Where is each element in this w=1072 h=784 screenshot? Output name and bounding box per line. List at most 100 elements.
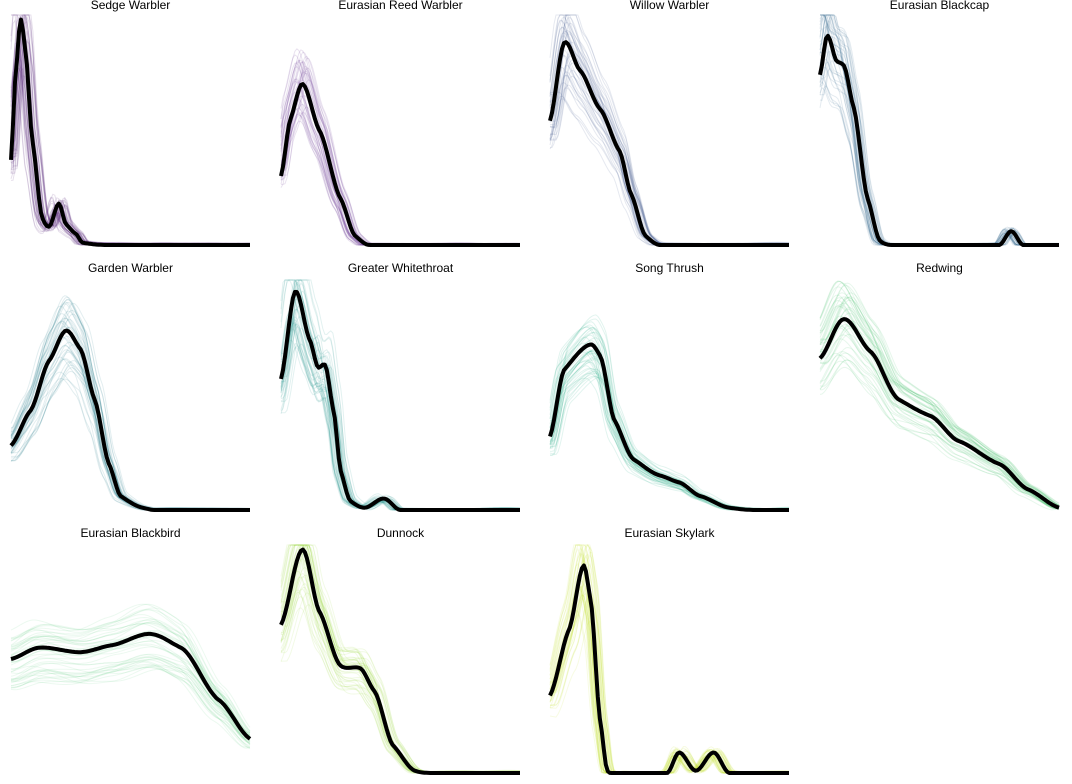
replicate-line	[10, 71, 250, 246]
replicate-line	[819, 294, 1060, 508]
replicate-line	[281, 279, 520, 511]
panel-eurasian-reed-warbler: Eurasian Reed Warbler	[279, 0, 521, 247]
replicate-line	[819, 354, 1060, 507]
replicate-line	[11, 607, 251, 728]
replicate-line	[820, 307, 1060, 506]
replicate-line	[280, 319, 520, 511]
replicate-line	[10, 317, 250, 511]
replicate-line	[11, 361, 251, 511]
replicate-line	[549, 372, 789, 511]
replicate-line	[549, 66, 789, 246]
replicate-line	[819, 305, 1060, 507]
replicate-line	[10, 317, 250, 511]
replicate-line	[819, 297, 1060, 509]
panel-title: Eurasian Blackcap	[890, 0, 990, 12]
main-density-line	[818, 33, 1059, 247]
main-density-line	[10, 631, 252, 741]
replicate-line	[10, 644, 251, 741]
main-density-line	[9, 328, 250, 512]
panel-eurasian-blackbird: Eurasian Blackbird	[10, 526, 252, 749]
replicate-line	[10, 665, 251, 749]
main-density-line	[548, 563, 789, 775]
replicate-line	[819, 323, 1059, 509]
replicate-line	[550, 16, 789, 246]
replicate-line	[820, 299, 1060, 506]
panel-title: Willow Warbler	[630, 0, 710, 12]
replicate-line	[819, 282, 1060, 509]
replicate-line	[819, 284, 1060, 507]
replicate-line	[10, 67, 250, 246]
replicate-line	[10, 622, 251, 732]
panel-eurasian-blackcap: Eurasian Blackcap	[818, 0, 1060, 247]
replicate-line	[819, 359, 1060, 510]
replicate-line	[549, 376, 790, 511]
replicate-line	[280, 308, 521, 511]
replicate-line	[10, 640, 251, 732]
replicate-line	[10, 64, 250, 246]
panel-title: Song Thrush	[635, 261, 704, 275]
replicate-line	[10, 662, 251, 743]
replicate-line	[819, 296, 1060, 506]
replicate-line	[10, 622, 251, 737]
replicate-line	[10, 325, 250, 511]
replicate-line	[11, 618, 251, 736]
replicate-line	[10, 661, 251, 749]
replicate-line	[819, 320, 1060, 504]
replicate-line	[820, 308, 1060, 507]
panel-greater-whitethroat: Greater Whitethroat	[279, 261, 521, 512]
replicate-line	[10, 659, 250, 749]
replicate-line	[11, 656, 251, 745]
replicate-line	[10, 62, 251, 246]
replicate-line	[549, 360, 789, 511]
replicate-line	[10, 330, 250, 511]
replicate-line	[549, 375, 790, 511]
replicate-line	[549, 365, 789, 511]
replicate-line	[10, 622, 251, 739]
replicate-line	[280, 293, 520, 511]
panel-dunnock: Dunnock	[279, 526, 521, 775]
replicate-line	[549, 613, 789, 774]
replicate-line	[819, 292, 1060, 504]
main-density-line	[818, 317, 1060, 510]
panel-garden-warbler: Garden Warbler	[9, 261, 251, 512]
main-density-line	[9, 17, 250, 247]
replicate-line	[549, 377, 789, 511]
replicate-line	[10, 663, 251, 744]
replicate-line	[10, 660, 250, 746]
replicate-line	[549, 20, 789, 246]
replicate-line	[10, 320, 250, 511]
replicate-line	[10, 603, 251, 733]
replicate-line	[819, 352, 1060, 507]
replicate-line	[819, 366, 1060, 511]
panel-title: Eurasian Reed Warbler	[338, 0, 462, 12]
replicate-line	[549, 372, 789, 511]
replicate-line	[10, 656, 251, 745]
replicate-line	[10, 668, 251, 746]
replicate-line	[10, 653, 251, 743]
replicate-line	[819, 297, 1060, 507]
replicate-line	[10, 666, 251, 748]
replicate-line	[10, 603, 250, 735]
replicate-line	[549, 59, 789, 246]
replicate-line	[549, 593, 789, 774]
replicate-line	[280, 111, 520, 246]
panel-eurasian-skylark: Eurasian Skylark	[548, 526, 790, 775]
replicate-line	[10, 658, 251, 739]
replicate-line	[549, 368, 789, 511]
panel-title: Dunnock	[377, 526, 425, 540]
replicate-line	[10, 657, 251, 742]
replicate-line	[10, 619, 250, 736]
replicate-line	[10, 67, 251, 246]
replicate-line	[549, 609, 789, 774]
replicate-line	[820, 296, 1060, 506]
panel-song-thrush: Song Thrush	[548, 261, 790, 512]
replicate-line	[280, 298, 521, 511]
panel-redwing: Redwing	[818, 261, 1060, 511]
replicate-line	[549, 95, 789, 246]
panel-title: Garden Warbler	[88, 261, 173, 275]
panel-title: Eurasian Skylark	[624, 526, 715, 540]
replicate-line	[10, 654, 250, 748]
replicate-line	[10, 295, 251, 511]
replicate-line	[819, 325, 1059, 509]
replicate-line	[819, 282, 1060, 507]
